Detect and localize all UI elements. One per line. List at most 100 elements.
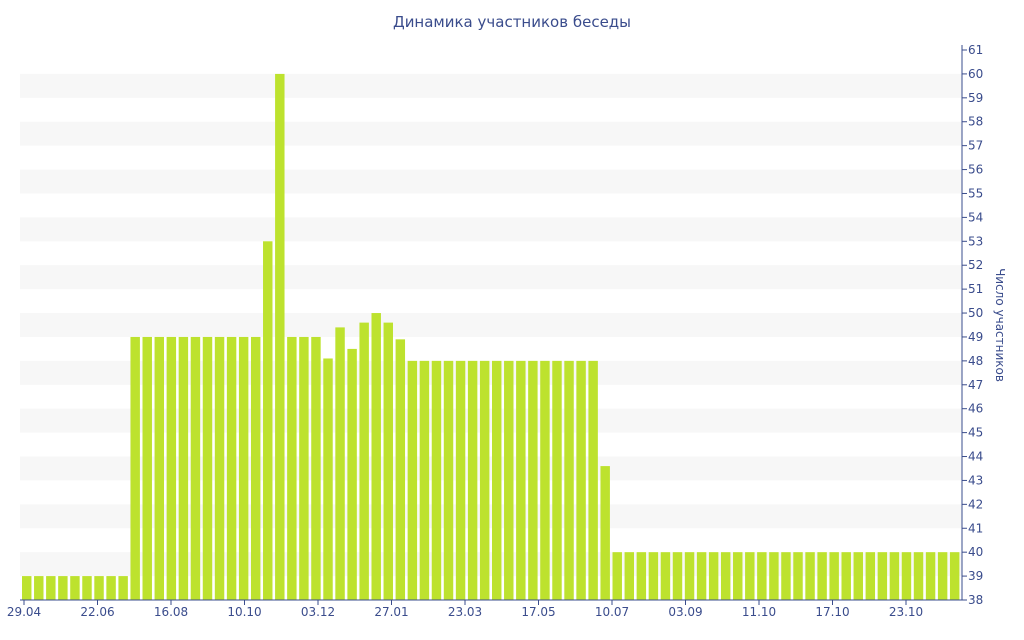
y-tick-label: 58 [968,115,983,129]
bar [287,336,297,600]
bar [757,552,767,600]
bar [865,552,876,600]
bar [94,576,104,600]
bar [238,336,249,600]
x-axis-ticks: 29.04 22.06 16.08 10.10 03.12 27.01 23.03 17.05… [7,600,923,619]
x-tick-label: 16.08 [154,605,188,619]
bar [528,360,538,600]
bar [178,336,189,600]
bar [817,552,827,600]
y-tick-label: 44 [968,450,983,464]
bar [299,336,309,600]
bar [877,552,888,600]
grid-band [20,169,962,194]
x-tick-label: 17.10 [815,605,849,619]
bar [805,552,815,600]
y-tick-label: 50 [968,306,983,320]
y-tick-label: 60 [968,67,983,81]
bar [467,360,478,600]
bar [190,336,201,600]
bar [455,360,466,600]
y-tick-label: 40 [968,545,983,559]
bar [154,336,165,600]
grid-band [20,121,962,146]
bar [889,552,900,600]
bar [504,360,514,600]
bar [793,552,803,600]
bar [70,576,80,600]
y-tick-label: 46 [968,402,983,416]
bar [250,336,261,600]
bar [648,552,659,600]
bar [202,336,213,600]
bar [395,339,406,600]
bar [82,576,92,600]
bar [660,552,671,600]
bar [58,576,68,600]
grid-bands [20,73,962,577]
bar [612,552,622,600]
bar [853,552,863,600]
y-tick-label: 49 [968,330,983,344]
bar [347,348,357,600]
bar [443,360,454,600]
grid-band [20,217,962,242]
bar [311,336,321,600]
bars [22,73,960,601]
bar [829,552,839,600]
bar [781,552,791,600]
y-tick-label: 43 [968,473,983,487]
y-tick-label: 61 [968,43,983,57]
bar [106,576,116,600]
x-tick-label: 22.06 [80,605,114,619]
bar [841,552,851,600]
bar [407,360,418,600]
y-tick-label: 38 [968,593,983,607]
y-tick-label: 45 [968,426,983,440]
grid-band [20,313,962,337]
bar [323,358,333,600]
x-tick-label: 03.12 [301,605,335,619]
grid-band [20,265,962,290]
y-tick-label: 52 [968,258,983,272]
bar [769,552,779,600]
bar [925,552,936,600]
bar [588,360,598,600]
bar [383,322,393,600]
x-tick-label: 29.04 [7,605,41,619]
bar [901,552,912,600]
bar [419,360,430,600]
bar [275,73,285,600]
y-axis-label: Число участников [993,268,1007,382]
bar [263,241,273,601]
bar [46,576,56,600]
bar [118,576,128,600]
y-tick-label: 47 [968,378,983,392]
x-tick-label: 11.10 [742,605,776,619]
bar [720,552,731,600]
bar [708,552,719,600]
bar [696,552,707,600]
bar [142,336,152,600]
bar [913,552,924,600]
y-tick-label: 59 [968,91,983,105]
bar [516,360,526,600]
x-tick-label: 23.10 [889,605,923,619]
y-tick-label: 51 [968,282,983,296]
y-tick-label: 56 [968,163,983,177]
y-tick-label: 39 [968,569,983,583]
bar [371,313,381,600]
bar [684,552,695,600]
bar [949,552,960,600]
bar [672,552,683,600]
bar [226,336,237,600]
bar [564,360,574,600]
y-tick-label: 48 [968,354,983,368]
x-tick-label: 27.01 [374,605,408,619]
x-tick-label: 10.10 [227,605,261,619]
bar [540,360,550,600]
bar [600,466,610,600]
bar [552,360,562,600]
bar [745,552,755,600]
